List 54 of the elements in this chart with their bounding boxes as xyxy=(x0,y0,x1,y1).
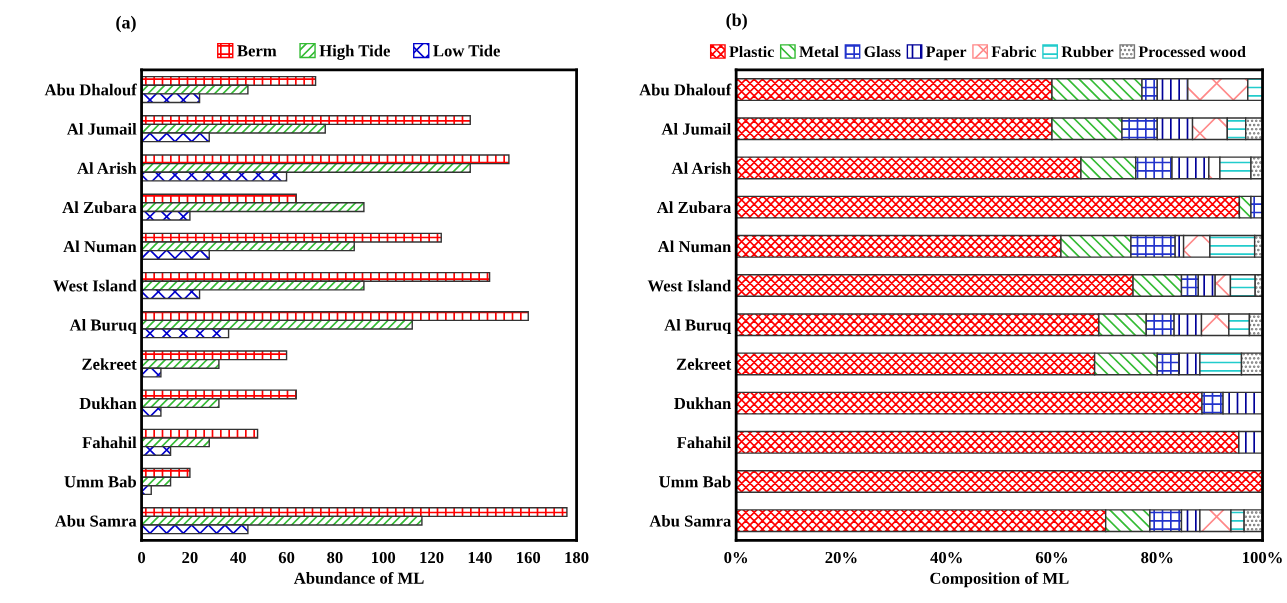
y-tick-label: Zekreet xyxy=(82,358,137,370)
x-tick-label: 20 xyxy=(182,551,198,564)
x-tick-label: 0% xyxy=(724,551,748,564)
y-tick-label: Abu Dhalouf xyxy=(44,83,137,96)
y-tick-label: Dukhan xyxy=(79,397,137,410)
y-tick-label: Al Jumail xyxy=(66,122,137,135)
x-tick-label: 60 xyxy=(278,551,295,564)
y-tick-label: Abu Samra xyxy=(54,514,137,527)
chart-title: (b) xyxy=(726,13,747,30)
y-tick-label: Al Zubara xyxy=(656,201,732,214)
legend-label: Berm xyxy=(237,45,277,57)
y-tick-label: West Island xyxy=(53,279,137,292)
x-tick-label: 100% xyxy=(1243,551,1282,564)
y-tick-label: Al Arish xyxy=(671,162,732,174)
y-tick-label: Fahahil xyxy=(676,436,732,449)
x-tick-label: 180 xyxy=(565,551,589,564)
y-tick-label: West Island xyxy=(647,279,732,292)
chart-title: (a) xyxy=(116,15,136,33)
x-tick-label: 120 xyxy=(420,551,444,564)
y-tick-label: Umm Bab xyxy=(64,475,137,488)
legend-label: Paper xyxy=(926,46,967,61)
y-tick-label: Al Numan xyxy=(63,240,137,253)
y-tick-label: Al Buruq xyxy=(664,318,732,335)
x-axis-title: Composition of ML xyxy=(930,572,1069,588)
legend-label: Glass xyxy=(864,45,901,58)
y-tick-label: Al Numan xyxy=(657,240,732,253)
x-tick-label: 140 xyxy=(468,551,492,564)
legend-label: Rubber xyxy=(1061,45,1114,58)
x-tick-label: 60% xyxy=(1035,551,1068,564)
legend-label: Fabric xyxy=(991,45,1037,58)
legend-label: High Tide xyxy=(319,44,390,60)
x-tick-label: 40% xyxy=(930,551,962,564)
legend-label: Low Tide xyxy=(433,44,500,57)
y-tick-label: Al Zubara xyxy=(62,201,137,214)
x-tick-label: 100 xyxy=(372,551,396,564)
y-tick-label: Abu Dhalouf xyxy=(639,83,732,96)
y-tick-label: Dukhan xyxy=(674,397,732,410)
y-tick-label: Fahahil xyxy=(82,436,137,449)
x-tick-label: 160 xyxy=(517,551,541,564)
y-tick-label: Al Arish xyxy=(77,162,137,174)
legend-label: Plastic xyxy=(729,45,774,58)
y-tick-label: Umm Bab xyxy=(659,475,731,488)
x-tick-label: 20% xyxy=(825,551,857,564)
y-tick-label: Al Jumail xyxy=(661,122,732,135)
x-tick-label: 80% xyxy=(1141,551,1173,564)
x-tick-label: 0 xyxy=(138,551,146,564)
x-tick-label: 80 xyxy=(327,551,343,564)
legend-label: Processed wood xyxy=(1138,45,1246,58)
y-tick-label: Zekreet xyxy=(676,358,732,370)
x-axis-title: Abundance of ML xyxy=(293,571,424,584)
legend-label: Metal xyxy=(799,45,839,58)
x-tick-label: 40 xyxy=(230,551,246,564)
y-tick-label: Abu Samra xyxy=(649,514,732,527)
y-tick-label: Al Buruq xyxy=(69,318,137,335)
